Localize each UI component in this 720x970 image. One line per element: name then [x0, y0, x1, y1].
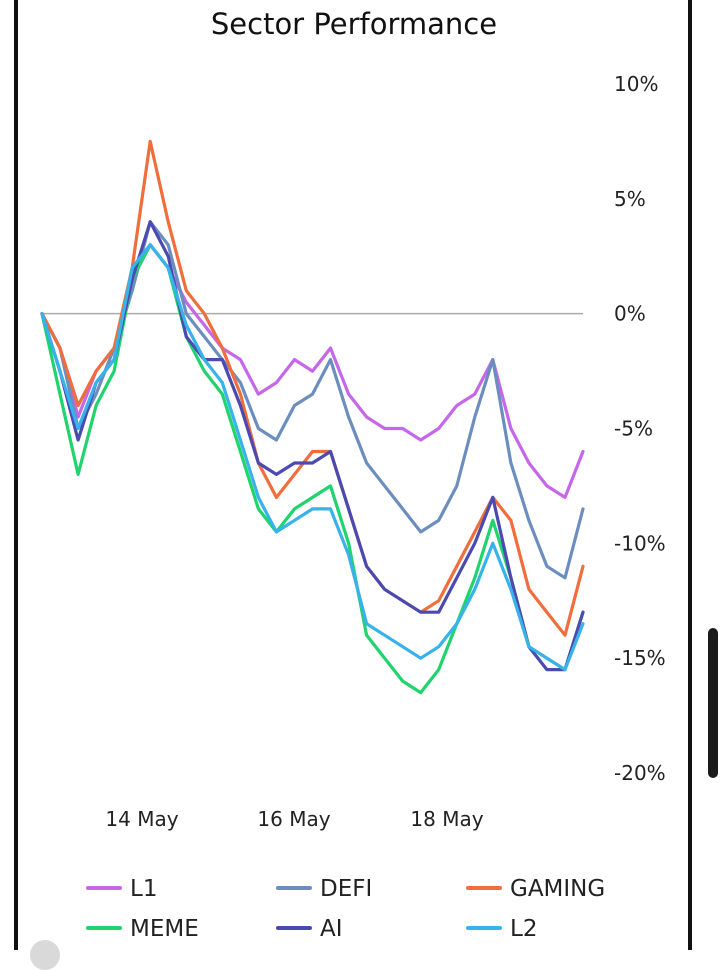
y-tick-label: 5% [614, 187, 646, 211]
series-line-defi [40, 220, 585, 580]
y-tick-label: -10% [614, 531, 666, 555]
legend-label: L1 [130, 876, 157, 902]
legend-label: GAMING [510, 876, 605, 902]
y-tick-label: 10% [614, 72, 658, 96]
series-line-l2 [40, 243, 585, 672]
sector-performance-chart: Sector Performance 10% 5% 0% -5% -10% -15% -20… [40, 7, 666, 942]
x-axis-ticks: 14 May 16 May 18 May [105, 807, 483, 831]
frame-left-border [14, 0, 18, 950]
y-axis-ticks: 10% 5% 0% -5% -10% -15% -20% [614, 72, 666, 785]
legend-item-defi: DEFI [276, 876, 372, 902]
vertical-scrollbar[interactable] [708, 628, 718, 778]
legend-item-meme: MEME [86, 916, 199, 942]
legend: L1 DEFI GAMING MEME AI L2 [86, 876, 605, 942]
y-tick-label: -15% [614, 646, 666, 670]
x-tick-label: 16 May [257, 807, 330, 831]
series-line-l1 [40, 243, 585, 499]
x-tick-label: 14 May [105, 807, 178, 831]
legend-item-l2: L2 [466, 916, 537, 942]
legend-item-ai: AI [276, 916, 343, 942]
frame-right-border [688, 0, 692, 950]
legend-label: AI [320, 916, 343, 942]
chart-title: Sector Performance [211, 7, 497, 41]
y-tick-label: -5% [614, 417, 653, 441]
y-tick-label: 0% [614, 302, 646, 326]
y-tick-label: -20% [614, 761, 666, 785]
legend-label: MEME [130, 916, 199, 942]
legend-item-l1: L1 [86, 876, 157, 902]
legend-label: DEFI [320, 876, 372, 902]
legend-item-gaming: GAMING [466, 876, 605, 902]
x-tick-label: 18 May [410, 807, 483, 831]
series-lines [40, 139, 585, 695]
legend-label: L2 [510, 916, 537, 942]
series-line-ai [40, 220, 585, 672]
